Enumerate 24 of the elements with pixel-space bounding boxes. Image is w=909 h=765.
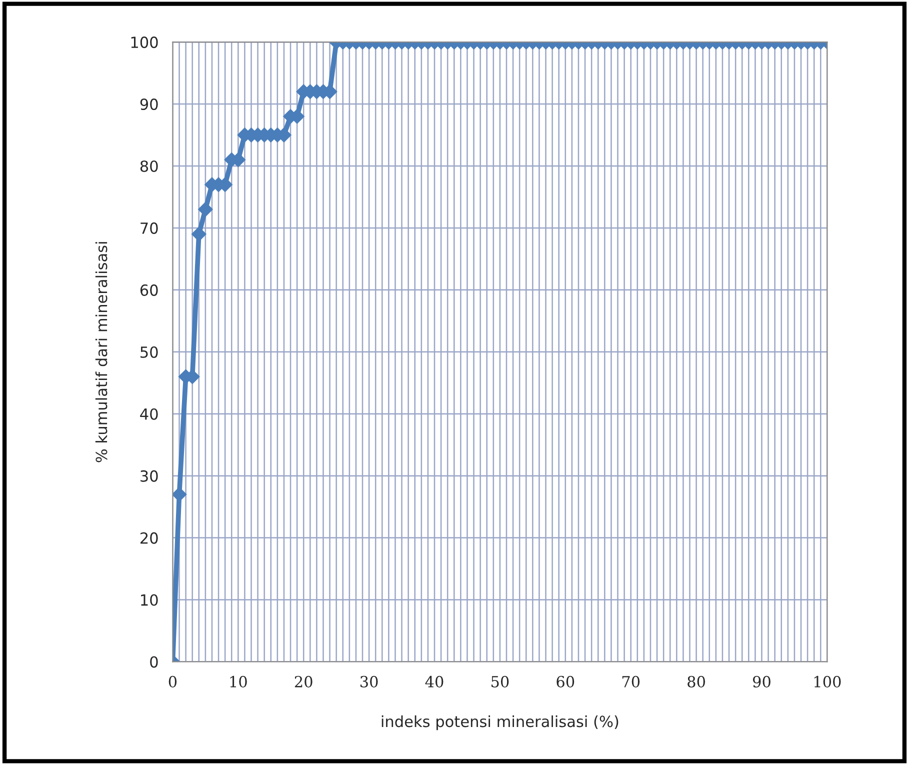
y-tick-label: 40 [140, 408, 158, 420]
y-tick-label: 60 [140, 284, 158, 296]
x-tick-label: 70 [622, 676, 640, 688]
x-tick-label: 60 [556, 676, 574, 688]
y-tick-label: 50 [140, 346, 158, 358]
y-tick-label: 0 [150, 656, 158, 668]
x-tick-label: 30 [360, 676, 378, 688]
x-tick-label: 40 [425, 676, 444, 688]
y-axis-title: % kumulatif dari mineralisasi [95, 242, 108, 462]
x-tick-label: 100 [814, 676, 841, 688]
x-axis-title: indeks potensi mineralisasi (%) [382, 715, 618, 730]
x-tick-label: 10 [230, 676, 247, 688]
y-tick-label: 70 [140, 222, 158, 234]
y-tick-label: 100 [131, 36, 158, 48]
x-tick-label: 80 [688, 676, 705, 688]
y-tick-label: 90 [140, 98, 158, 110]
x-tick-label: 90 [752, 676, 770, 688]
x-tick-label: 20 [294, 676, 312, 688]
x-tick-label: 0 [168, 676, 177, 688]
y-tick-label: 10 [141, 594, 158, 606]
y-tick-label: 20 [140, 532, 158, 544]
y-tick-label: 80 [140, 160, 158, 172]
x-tick-label: 50 [492, 676, 509, 688]
y-tick-label: 30 [140, 470, 158, 482]
